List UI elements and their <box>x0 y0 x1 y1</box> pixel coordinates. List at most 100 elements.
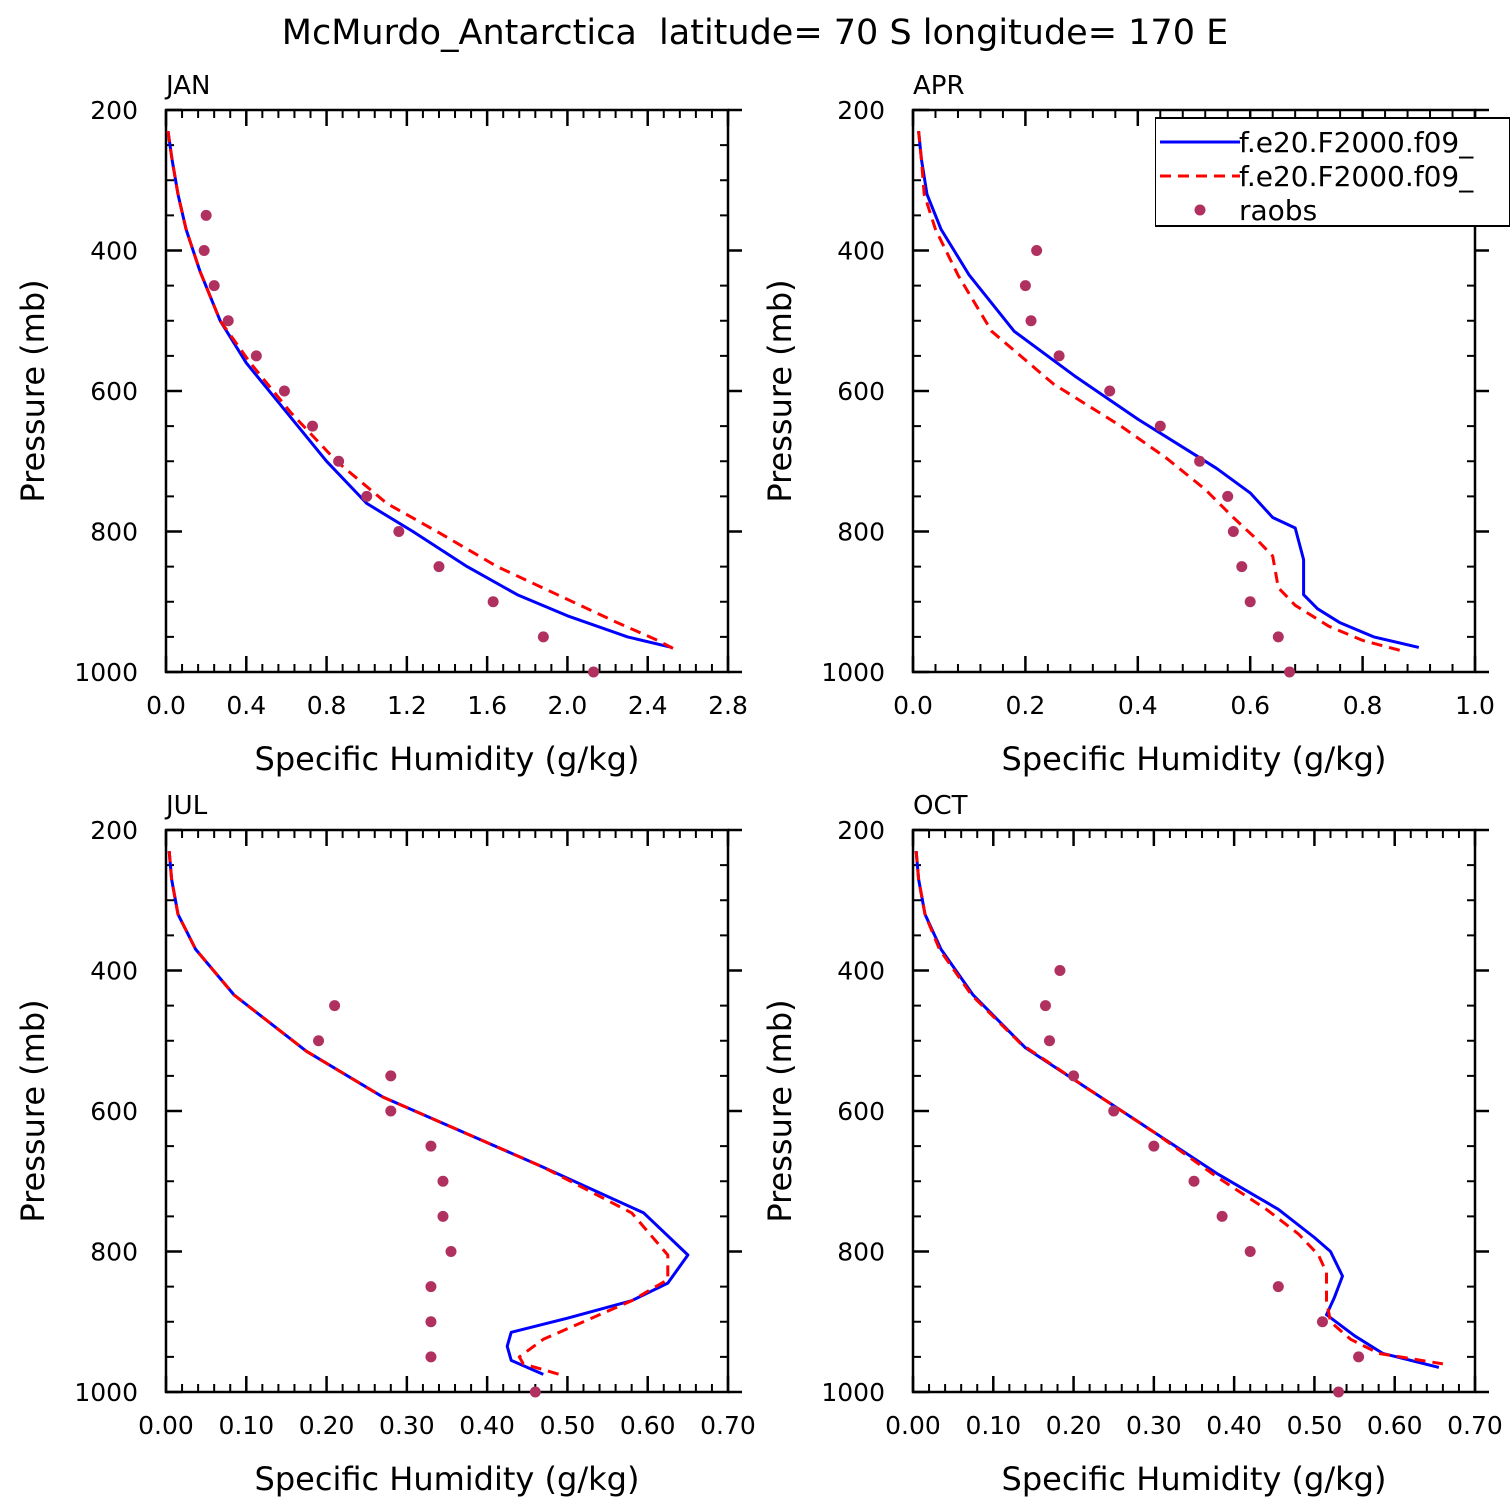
raobs-point <box>1236 561 1248 573</box>
x-tick-label: 0.50 <box>540 1411 596 1440</box>
series-line-solid <box>914 850 1440 1369</box>
y-tick-label: 600 <box>837 377 885 406</box>
raobs-point <box>1216 1210 1228 1222</box>
y-tick-label: 400 <box>837 957 885 986</box>
x-tick-label: 2.8 <box>708 691 748 720</box>
x-tick-label: 1.2 <box>387 691 427 720</box>
raobs-point <box>361 490 373 502</box>
x-tick-label: 0.20 <box>299 1411 355 1440</box>
raobs-point <box>1333 1386 1345 1398</box>
raobs-point <box>1244 1246 1256 1257</box>
x-tick-label: 0.0 <box>146 691 186 720</box>
y-tick-label: 1000 <box>74 658 138 687</box>
y-tick-label: 600 <box>837 1097 885 1126</box>
x-tick-label: 0.2 <box>1006 691 1046 720</box>
y-axis-title: Pressure (mb) <box>761 999 799 1222</box>
raobs-point <box>333 455 345 467</box>
raobs-point <box>250 350 262 362</box>
raobs-point <box>1068 1070 1080 1082</box>
y-tick-label: 200 <box>90 96 138 125</box>
legend-marker-dot <box>1194 204 1206 216</box>
raobs-point <box>208 280 220 292</box>
panel-label: JAN <box>164 71 210 101</box>
panel-jul: JUL 0.00 0.10 0.20 0.30 0.40 0.50 0.60 0.70 200 40… <box>14 791 756 1498</box>
raobs-point <box>445 1246 457 1257</box>
y-tick-label: 200 <box>837 96 885 125</box>
panel-jan: JAN 0.0 0.4 0.8 1.2 1.6 2.0 2.4 2.8 200 400 600 800 1… <box>14 71 748 778</box>
series-line-dashed <box>914 850 1444 1366</box>
y-tick-label: 600 <box>90 377 138 406</box>
plot-area <box>917 130 1420 653</box>
raobs-point <box>1148 1140 1160 1152</box>
y-axis-title: Pressure (mb) <box>761 279 799 502</box>
x-tick-label: 0.8 <box>1343 691 1383 720</box>
x-tick-label: 0.30 <box>1126 1411 1182 1440</box>
raobs-point <box>385 1105 397 1117</box>
x-tick-label: 0.4 <box>226 691 266 720</box>
raobs-point <box>1031 245 1043 256</box>
raobs-point <box>1043 1035 1055 1047</box>
raobs-point <box>200 209 212 221</box>
raobs-point <box>393 526 405 537</box>
raobs-point <box>1222 490 1234 502</box>
series-line-dashed <box>917 130 1403 653</box>
panel-apr: APR 0.0 0.2 0.4 0.6 0.8 1.0 200 400 600 800 1000 Spe… <box>761 71 1495 778</box>
legend: f.e20.F2000.f09_f.e20.F2000.f09_raobs <box>1155 117 1510 227</box>
x-tick-label: 0.10 <box>965 1411 1021 1440</box>
raobs-point <box>487 596 499 608</box>
x-tick-label: 0.8 <box>307 691 347 720</box>
series-line-solid <box>917 130 1420 649</box>
y-tick-label: 800 <box>90 1238 138 1267</box>
legend-label: raobs <box>1239 194 1317 227</box>
raobs-point <box>307 420 319 432</box>
panel-oct: OCT 0.00 0.10 0.20 0.30 0.40 0.50 0.60 0.70 200 40… <box>761 791 1503 1498</box>
plot-frame <box>164 828 730 1394</box>
series-line-dashed <box>166 130 679 653</box>
x-tick-label: 0.0 <box>893 691 933 720</box>
series-line-dashed <box>167 850 670 1376</box>
raobs-point <box>425 1351 437 1363</box>
raobs-point <box>278 385 290 397</box>
raobs-point <box>588 666 600 678</box>
y-tick-label: 200 <box>90 816 138 845</box>
x-axis-title: Specific Humidity (g/kg) <box>255 740 640 778</box>
panels: JAN 0.0 0.4 0.8 1.2 1.6 2.0 2.4 2.8 200 400 600 800 1… <box>14 71 1503 1498</box>
y-tick-label: 400 <box>837 237 885 266</box>
series-line-solid <box>166 130 673 649</box>
raobs-point <box>1188 1175 1200 1187</box>
x-tick-label: 0.50 <box>1287 1411 1343 1440</box>
raobs-point <box>437 1210 449 1222</box>
figure-title: McMurdo_Antarctica latitude= 70 S longit… <box>282 13 1228 53</box>
x-tick-label: 0.40 <box>459 1411 515 1440</box>
y-tick-label: 800 <box>837 1238 885 1267</box>
x-tick-label: 0.6 <box>1230 691 1270 720</box>
y-tick-label: 800 <box>837 518 885 547</box>
x-tick-label: 0.60 <box>620 1411 676 1440</box>
y-tick-label: 600 <box>90 1097 138 1126</box>
x-tick-label: 0.40 <box>1206 1411 1262 1440</box>
plot-area <box>166 130 679 653</box>
raobs-point <box>1316 1316 1328 1328</box>
x-tick-label: 1.0 <box>1455 691 1495 720</box>
raobs-point <box>433 561 445 573</box>
raobs-point <box>385 1070 397 1082</box>
y-tick-label: 1000 <box>821 658 885 687</box>
x-tick-label: 0.20 <box>1046 1411 1102 1440</box>
x-tick-label: 0.10 <box>218 1411 274 1440</box>
y-tick-label: 200 <box>837 816 885 845</box>
raobs-point <box>1108 1105 1120 1117</box>
raobs-point <box>437 1175 449 1187</box>
x-tick-label: 0.70 <box>700 1411 756 1440</box>
raobs-point <box>425 1316 437 1328</box>
raobs-point <box>222 315 234 327</box>
raobs-point <box>1104 385 1116 397</box>
x-tick-label: 2.4 <box>628 691 668 720</box>
raobs-point <box>313 1035 325 1047</box>
raobs-point <box>198 245 210 256</box>
raobs-point <box>1039 1000 1051 1012</box>
raobs-point <box>1025 315 1037 327</box>
x-axis-title: Specific Humidity (g/kg) <box>1002 740 1387 778</box>
raobs-point <box>1284 666 1296 678</box>
y-tick-label: 800 <box>90 518 138 547</box>
legend-box: f.e20.F2000.f09_f.e20.F2000.f09_raobs <box>1155 117 1510 227</box>
